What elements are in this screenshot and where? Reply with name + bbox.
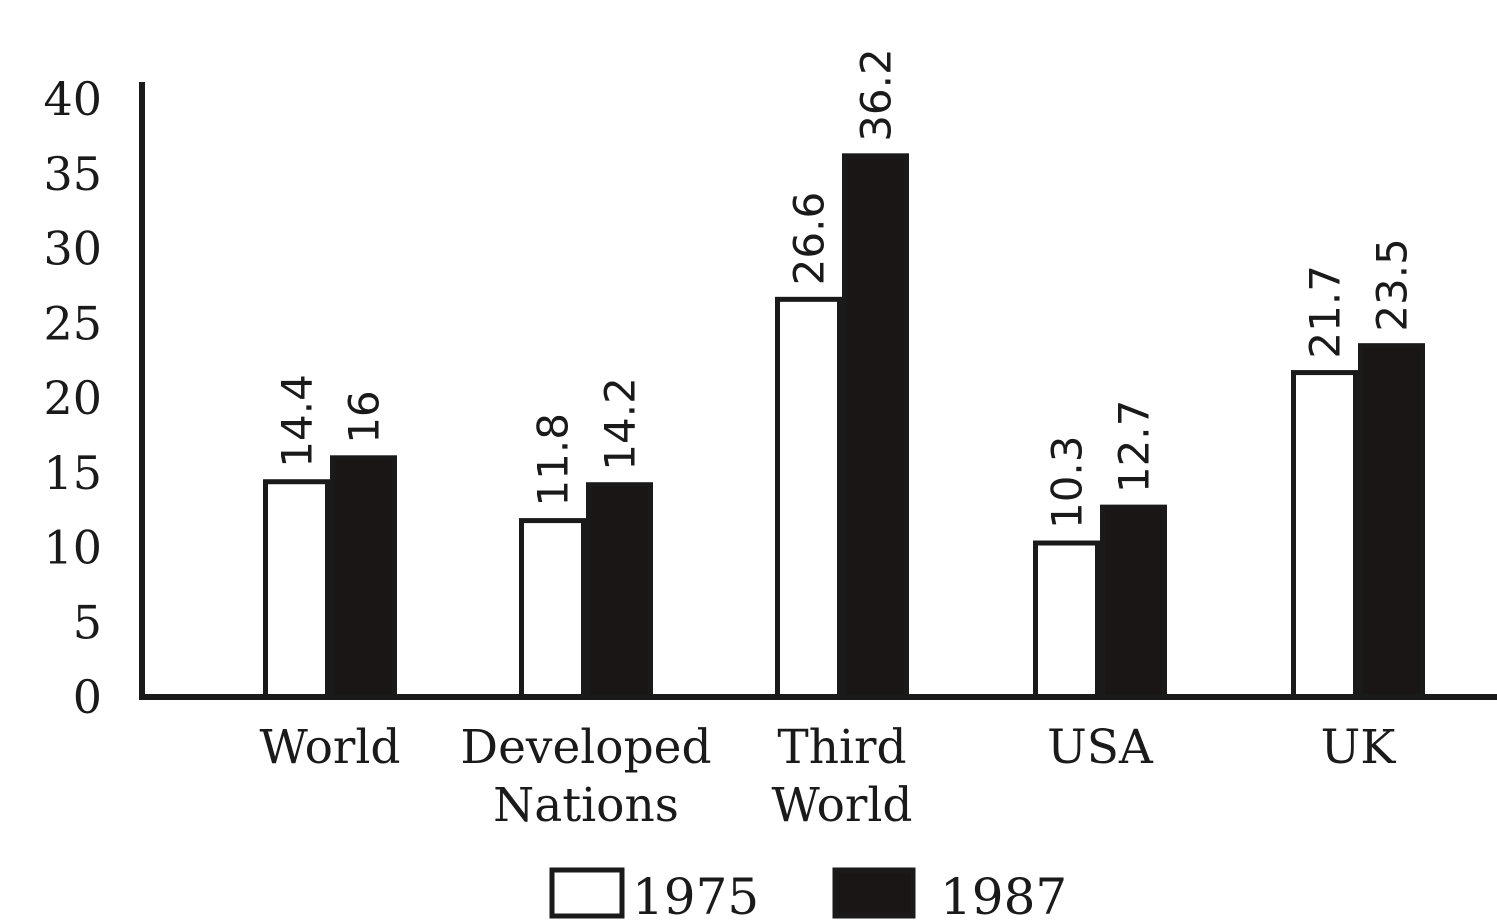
y-tick-label: 15 xyxy=(43,446,102,500)
y-tick-label: 10 xyxy=(43,521,102,575)
data-label-1987: 12.7 xyxy=(1110,400,1159,494)
data-labels: 14.4 16 11.8 14.2 26.6 36.2 10.3 12.7 21.7 23.5 xyxy=(273,48,1417,529)
category-label: World xyxy=(260,720,401,775)
bar-1987 xyxy=(1358,343,1425,700)
bar-1987 xyxy=(1100,504,1167,700)
legend-swatch-1975 xyxy=(549,867,625,919)
y-tick-label: 30 xyxy=(43,222,102,276)
bar-1975 xyxy=(263,479,330,700)
bar-1987 xyxy=(842,153,909,700)
data-label-1975: 11.8 xyxy=(529,413,578,507)
bars xyxy=(263,153,1425,700)
y-tick-label: 0 xyxy=(73,670,102,724)
y-tick-label: 40 xyxy=(43,72,102,126)
bar-1975 xyxy=(519,518,586,700)
data-label-1975: 10.3 xyxy=(1043,435,1092,529)
category-label: USA xyxy=(1047,720,1154,775)
y-axis: 0 5 10 15 20 25 30 35 40 xyxy=(43,72,145,724)
data-label-1975: 21.7 xyxy=(1301,265,1350,359)
bar-1975 xyxy=(775,296,842,700)
legend: 1975 1987 xyxy=(549,867,1067,922)
y-tick-label: 20 xyxy=(43,371,102,425)
data-label-1987: 23.5 xyxy=(1368,238,1417,332)
category-label: Nations xyxy=(493,778,679,833)
data-label-1987: 16 xyxy=(340,390,389,443)
legend-swatch-1987 xyxy=(832,867,916,919)
category-label: World xyxy=(772,778,913,833)
y-tick-label: 5 xyxy=(73,595,102,649)
data-label-1987: 14.2 xyxy=(596,377,645,471)
category-label: Developed xyxy=(460,720,711,775)
bar-1987 xyxy=(330,455,397,700)
bar-1987 xyxy=(586,482,653,700)
y-tick-label: 25 xyxy=(43,296,102,350)
legend-label-1987: 1987 xyxy=(940,868,1067,922)
bar-1975 xyxy=(1033,540,1100,700)
legend-label-1975: 1975 xyxy=(632,868,759,922)
category-label: Third xyxy=(777,720,906,775)
category-label: UK xyxy=(1321,720,1397,775)
data-label-1975: 14.4 xyxy=(273,374,322,468)
bar-1975 xyxy=(1291,370,1358,700)
data-label-1987: 36.2 xyxy=(852,48,901,142)
y-tick-label: 35 xyxy=(43,147,102,201)
data-label-1975: 26.6 xyxy=(785,192,834,286)
